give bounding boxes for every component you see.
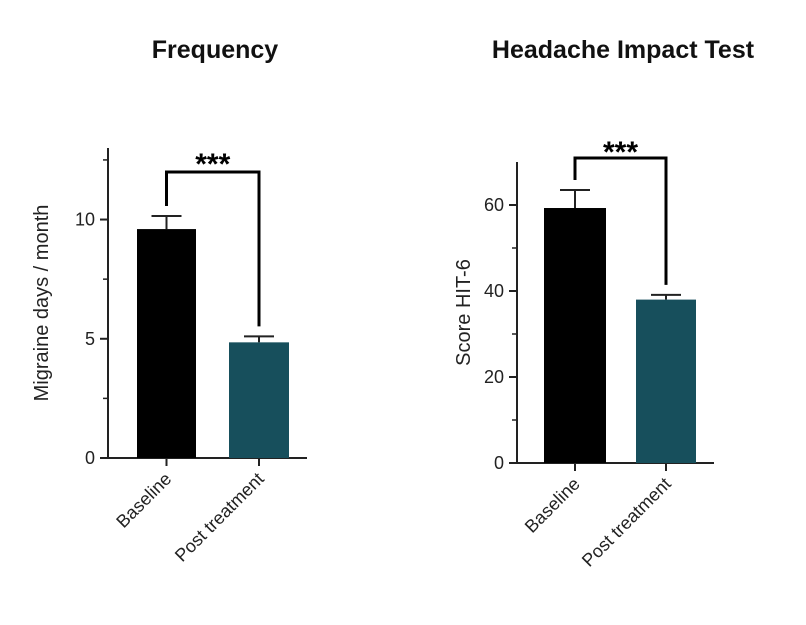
x-tick-label: Baseline (112, 469, 175, 532)
x-tick-label: Baseline (521, 474, 584, 537)
y-axis-label: Score HIT-6 (453, 259, 475, 366)
chart-title: Frequency (151, 36, 279, 64)
bar-post-treatment (229, 342, 289, 458)
significance-bracket (573, 156, 668, 285)
x-tick-label: Post treatment (578, 474, 675, 571)
hit6-chart-panel: Headache Impact Test 0 20 40 60 Score HIT-6 B… (410, 0, 806, 625)
frequency-chart-panel: Frequency 0 5 10 Migraine days / month Basel… (31, 36, 307, 566)
y-tick-label: 0 (85, 448, 95, 468)
significance-label: *** (195, 148, 230, 181)
y-tick-label: 5 (85, 329, 95, 349)
y-tick-label: 0 (494, 453, 504, 473)
y-tick-label: 60 (484, 195, 504, 215)
bar-baseline (544, 208, 606, 463)
bar-post-treatment (636, 299, 696, 463)
significance-label: *** (603, 136, 638, 169)
y-tick-label: 20 (484, 367, 504, 387)
y-axis-label: Migraine days / month (31, 205, 53, 402)
significance-bracket (165, 170, 261, 327)
y-tick-label: 40 (484, 281, 504, 301)
y-tick-label: 10 (75, 210, 95, 230)
bar-baseline (137, 229, 196, 458)
chart-title: Headache Impact Test (491, 36, 755, 64)
x-tick-label: Post treatment (171, 469, 268, 566)
